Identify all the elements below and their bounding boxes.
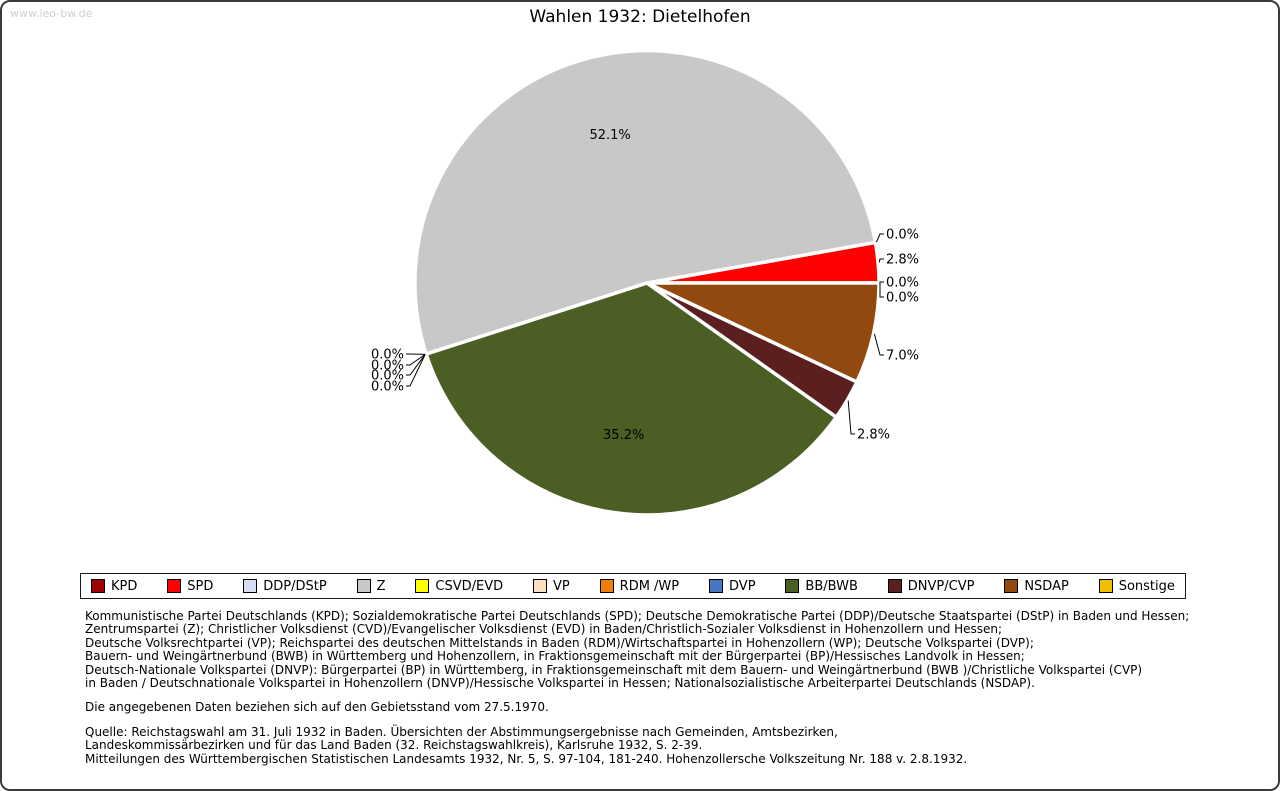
legend-swatch-csvd-evd <box>415 579 430 593</box>
legend-item-rdm-wp: RDM /WP <box>599 578 680 594</box>
slice-label-vp: 0.0% <box>371 359 404 374</box>
slice-label-spd: 2.8% <box>886 253 919 268</box>
legend-label-csvd-evd: CSVD/EVD <box>435 578 504 594</box>
legend-label-dnvp-cvp: DNVP/CVP <box>907 578 975 594</box>
slice-label-kpd: 0.0% <box>886 276 919 291</box>
legend-swatch-kpd <box>91 579 105 593</box>
leader-line-kpd <box>879 281 884 283</box>
source-note: Quelle: Reichstagswahl am 31. Juli 1932 … <box>85 725 968 766</box>
pie-chart: 52.1%35.2%0.0%2.8%0.0%0.0%7.0%2.8%0.0%0.… <box>371 48 919 517</box>
legend-label-dvp: DVP <box>729 578 756 594</box>
legend-swatch-sonstige <box>1098 579 1113 593</box>
legend-label-rdm-wp: RDM /WP <box>619 578 680 594</box>
leader-line-nsdap <box>873 333 884 356</box>
watermark: www.leo-bw.de <box>10 7 93 20</box>
legend-label-sonstige: Sonstige <box>1118 578 1175 594</box>
legend-item-ddp-dstp: DDP/DStP <box>243 578 327 594</box>
party-explanations: Kommunistische Partei Deutschlands (KPD)… <box>85 609 1190 691</box>
legend: KPD SPD DDP/DStP Z CSVD/EVD VP RDM /WP DVP BB/BW… <box>80 573 1186 599</box>
leader-line-sonstige <box>879 283 884 298</box>
pie-slice-bb-bwb <box>424 281 839 517</box>
legend-item-spd: SPD <box>167 579 213 594</box>
slice-label-z: 52.1% <box>589 128 630 143</box>
pie-slice-nsdap <box>645 281 881 384</box>
legend-swatch-dnvp-cvp <box>887 579 902 593</box>
territorial-note: Die angegebenen Daten beziehen sich auf … <box>85 700 549 714</box>
legend-item-dvp: DVP <box>709 579 756 594</box>
slice-label-dvp: 0.0% <box>371 380 404 395</box>
legend-swatch-nsdap <box>1004 579 1019 593</box>
legend-item-vp: VP <box>533 579 570 594</box>
legend-item-bb-bwb: BB/BWB <box>785 578 858 594</box>
legend-swatch-z <box>356 579 371 593</box>
slice-label-bb-bwb: 35.2% <box>603 428 644 443</box>
legend-item-csvd-evd: CSVD/EVD <box>415 579 503 594</box>
legend-swatch-dvp <box>709 579 724 593</box>
slice-label-ddp-dstp: 0.0% <box>886 228 919 243</box>
leader-line-dvp <box>406 354 426 387</box>
slice-label-nsdap: 7.0% <box>886 349 919 364</box>
slice-label-rdm-wp: 0.0% <box>371 369 404 384</box>
legend-label-ddp-dstp: DDP/DStP <box>263 578 327 594</box>
legend-label-nsdap: NSDAP <box>1024 578 1069 594</box>
slice-label-dnvp-cvp: 2.8% <box>857 428 890 443</box>
legend-swatch-vp <box>533 579 548 593</box>
legend-item-sonstige: Sonstige <box>1098 578 1175 594</box>
slice-label-sonstige: 0.0% <box>886 291 919 306</box>
legend-label-z: Z <box>376 578 386 594</box>
pie-slice-z <box>413 48 878 356</box>
legend-label-vp: VP <box>553 578 570 594</box>
chart-title: Wahlen 1932: Dietelhofen <box>529 7 751 27</box>
slice-label-csvd-evd: 0.0% <box>371 348 404 363</box>
leader-line-ddp-dstp <box>875 233 884 243</box>
legend-label-bb-bwb: BB/BWB <box>805 578 858 594</box>
legend-label-kpd: KPD <box>111 578 138 594</box>
legend-swatch-ddp-dstp <box>243 579 258 593</box>
legend-item-dnvp-cvp: DNVP/CVP <box>887 578 975 594</box>
leader-line-vp <box>406 353 426 366</box>
leader-line-dnvp-cvp <box>847 400 855 435</box>
legend-item-nsdap: NSDAP <box>1004 579 1069 594</box>
leader-line-spd <box>878 258 884 263</box>
legend-swatch-bb-bwb <box>785 579 800 593</box>
legend-item-z: Z <box>356 578 386 594</box>
leader-line-rdm-wp <box>406 354 426 376</box>
legend-item-kpd: KPD <box>91 579 137 594</box>
legend-swatch-spd <box>167 579 182 593</box>
legend-swatch-rdm-wp <box>599 579 614 593</box>
legend-label-spd: SPD <box>187 578 214 594</box>
